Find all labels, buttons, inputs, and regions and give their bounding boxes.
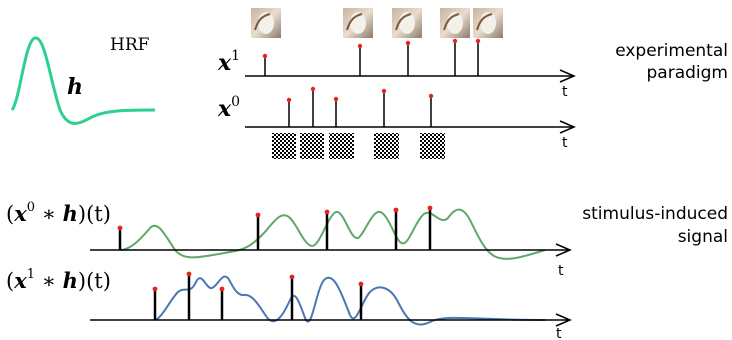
- conv1-open: (: [6, 269, 14, 293]
- conv0-open: (: [6, 202, 14, 226]
- conv1-h: h: [63, 268, 78, 293]
- green-sticks: [118, 208, 432, 250]
- conv1-t: )(t): [78, 269, 111, 293]
- stimulus-photo-icon: [392, 8, 422, 38]
- conv1-sup: 1: [27, 267, 35, 282]
- stimulus-photo-icon: [343, 8, 373, 38]
- blue-axis-t: t: [556, 326, 562, 340]
- hrf-curve: [10, 36, 156, 125]
- x1-label: x: [217, 50, 232, 76]
- conv1-star: ∗: [35, 269, 63, 293]
- svg-text:(x1 ∗ h)(t): (x1 ∗ h)(t): [6, 267, 111, 293]
- checker-icon: [420, 133, 445, 159]
- blue-axis-arrow: [555, 313, 572, 327]
- conv0-x: x: [13, 201, 27, 226]
- stimulus-label-line2: signal: [678, 227, 728, 247]
- blue-sticks: [153, 274, 363, 320]
- conv0-h: h: [63, 201, 78, 226]
- conv0-sup: 0: [27, 200, 35, 215]
- conv1-x: x: [13, 268, 27, 293]
- blue-signal-curve: [154, 275, 546, 326]
- conv0-star: ∗: [35, 202, 63, 226]
- x1-sticks: [264, 41, 479, 76]
- x0-sticks: [288, 89, 432, 127]
- green-signal-curve: [119, 208, 546, 260]
- conv0-t: )(t): [78, 202, 111, 226]
- x1-axis-t: t: [562, 84, 568, 100]
- checker-stimuli: [272, 133, 445, 159]
- x0-superscript: 0: [231, 94, 240, 110]
- x1-stick-tips: [262, 38, 481, 59]
- x1-axis-arrow: [559, 69, 576, 83]
- stimulus-photos: [251, 8, 503, 38]
- stimulus-photo-icon: [473, 8, 503, 38]
- svg-text:x0: x0: [217, 94, 240, 122]
- x1-superscript: 1: [231, 48, 240, 64]
- experimental-label-line2: paradigm: [647, 63, 728, 83]
- hrf-title: HRF: [110, 35, 150, 55]
- svg-text:x1: x1: [217, 48, 240, 76]
- hrf-symbol: h: [67, 74, 83, 100]
- green-axis-t: t: [558, 263, 564, 279]
- stimulus-label-line1: stimulus-induced: [582, 204, 728, 224]
- checker-icon: [272, 133, 296, 159]
- svg-text:(x0 ∗ h)(t): (x0 ∗ h)(t): [6, 200, 111, 226]
- stimulus-photo-icon: [440, 8, 470, 38]
- checker-icon: [329, 133, 354, 159]
- green-stick-tips: [117, 205, 433, 231]
- green-axis-arrow: [555, 243, 572, 257]
- checker-icon: [374, 133, 399, 159]
- blue-stick-tips: [152, 271, 364, 292]
- x0-stick-tips: [286, 86, 434, 103]
- x0-label: x: [217, 96, 232, 122]
- checker-icon: [300, 133, 324, 159]
- stimulus-photo-icon: [251, 8, 281, 38]
- experimental-label-line1: experimental: [615, 41, 728, 61]
- x0-axis-arrow: [559, 120, 576, 134]
- x0-axis-t: t: [562, 135, 568, 151]
